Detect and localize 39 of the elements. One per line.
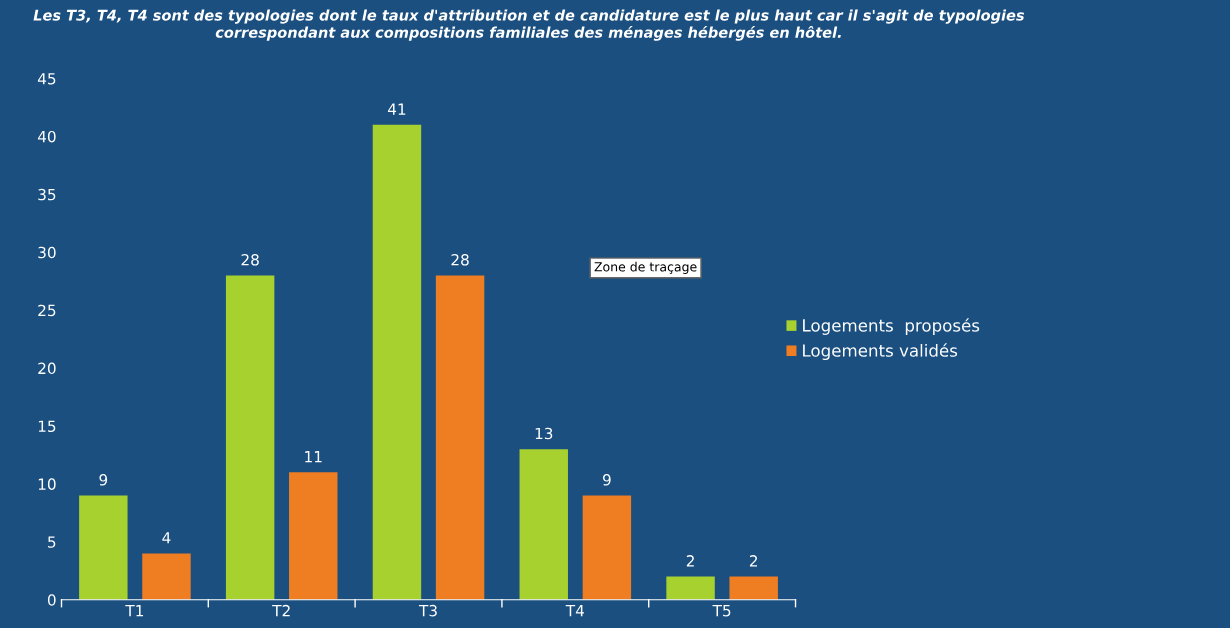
data-label: 2 (749, 555, 758, 567)
bar (79, 495, 128, 600)
x-tick-label: T2 (272, 604, 290, 617)
bar (435, 275, 485, 600)
y-tick-label: 40 (37, 130, 56, 143)
data-label: 2 (686, 555, 694, 567)
data-label: 28 (241, 253, 259, 266)
data-label: 4 (162, 532, 171, 544)
bar (289, 472, 338, 600)
x-tick-label: T4 (565, 605, 584, 617)
y-tick-label: 5 (48, 536, 56, 548)
data-label: 41 (387, 103, 406, 115)
x-tick-label: T1 (125, 605, 144, 617)
data-label: 9 (99, 474, 108, 486)
y-tick-label: 35 (38, 188, 56, 201)
legend-label: Logements proposés (803, 318, 980, 335)
data-label: 11 (305, 451, 322, 463)
data-label: 28 (451, 253, 469, 266)
y-tick-label: 10 (38, 478, 56, 490)
bar (225, 275, 275, 600)
bar (142, 553, 191, 600)
y-tick-label: 15 (38, 420, 56, 433)
bar (582, 495, 632, 600)
bar (372, 124, 422, 600)
bar (666, 576, 715, 600)
y-tick-label: 45 (37, 73, 56, 85)
bar (519, 449, 568, 600)
legend-label: Logements validés (803, 343, 958, 361)
chart-title: Les T3, T4, T4 sont des typologies dont le taux d'attribution et de candidature est le plus haut car il s'agit de typologies correspondant aux compositions familiales des ménages hébergés en hôtel. (33, 9, 1025, 41)
x-tick-label: T5 (712, 605, 731, 617)
y-tick-label: 20 (38, 362, 56, 375)
y-tick-label: 30 (38, 246, 56, 259)
y-tick-label: 0 (47, 594, 56, 606)
bar (729, 576, 778, 600)
data-label: 13 (535, 427, 553, 440)
data-label: 9 (602, 474, 611, 486)
annotation: Zone de traçage (594, 261, 697, 274)
y-tick-label: 25 (38, 304, 56, 317)
x-tick-label: T3 (418, 604, 437, 617)
